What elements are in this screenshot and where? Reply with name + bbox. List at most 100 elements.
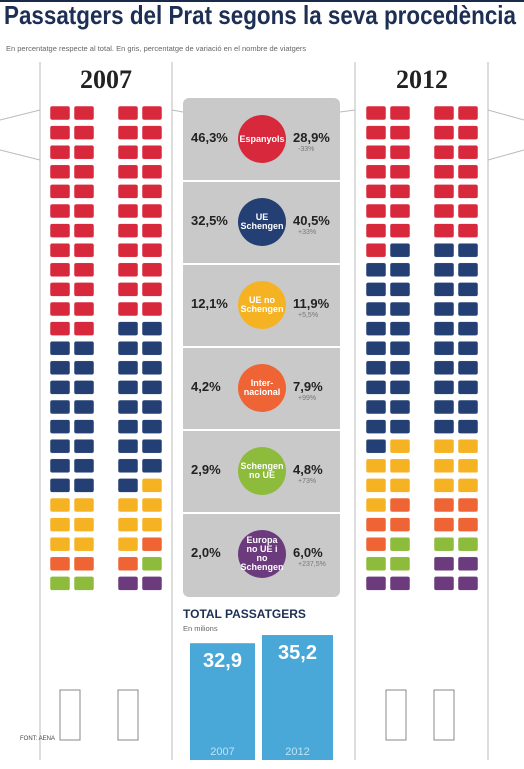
- seat: [365, 399, 387, 415]
- seat: [73, 340, 95, 356]
- seat: [457, 184, 479, 199]
- seat: [457, 282, 479, 297]
- totals-subtitle: En milions: [183, 624, 218, 633]
- seat: [365, 438, 387, 454]
- seat: [457, 576, 479, 591]
- seat: [141, 262, 163, 278]
- seat: [365, 340, 387, 356]
- seat: [433, 556, 455, 572]
- seat: [457, 536, 479, 552]
- seat: [49, 164, 71, 180]
- change-label: +33%: [298, 229, 317, 236]
- seat: [457, 360, 479, 376]
- seat: [73, 399, 95, 415]
- seat: [457, 223, 479, 238]
- seat: [433, 478, 455, 493]
- seat: [457, 105, 479, 121]
- seat: [389, 105, 411, 121]
- seat: [49, 262, 71, 278]
- seat: [389, 184, 411, 199]
- seat: [141, 556, 163, 572]
- total-value: 32,9: [203, 650, 242, 672]
- seat: [117, 105, 139, 121]
- total-year: 2012: [285, 746, 309, 758]
- seat: [389, 458, 411, 474]
- seat: [141, 360, 163, 376]
- seat: [73, 497, 95, 513]
- value-2012: 7,9%: [293, 379, 323, 394]
- seat: [433, 536, 455, 552]
- seat: [365, 458, 387, 474]
- seat: [141, 497, 163, 513]
- seat: [117, 203, 139, 219]
- seat: [73, 360, 95, 376]
- seat: [141, 419, 163, 434]
- seat: [141, 282, 163, 297]
- seat: [365, 105, 387, 121]
- seat: [433, 242, 455, 258]
- category-badge: UE Schengen: [238, 198, 286, 246]
- seat: [457, 321, 479, 336]
- seat: [389, 497, 411, 513]
- seat: [73, 301, 95, 317]
- seat: [49, 576, 71, 591]
- seat: [117, 556, 139, 572]
- seat: [365, 184, 387, 199]
- seat: [457, 556, 479, 572]
- total-year: 2007: [210, 746, 234, 758]
- seat: [49, 301, 71, 317]
- value-2012: 4,8%: [293, 462, 323, 477]
- seat: [49, 399, 71, 415]
- seat: [141, 144, 163, 160]
- seat: [141, 125, 163, 140]
- seat: [73, 203, 95, 219]
- seat: [117, 438, 139, 454]
- seat: [141, 517, 163, 532]
- seat: [365, 164, 387, 180]
- seat: [389, 360, 411, 376]
- value-2007: 12,1%: [191, 296, 228, 311]
- seat: [389, 321, 411, 336]
- seat: [457, 301, 479, 317]
- seat: [457, 380, 479, 395]
- seat: [49, 125, 71, 140]
- seat: [49, 144, 71, 160]
- seat: [117, 262, 139, 278]
- total-value: 35,2: [278, 642, 317, 664]
- seat: [117, 478, 139, 493]
- seat: [389, 478, 411, 493]
- seat: [49, 321, 71, 336]
- seat: [49, 360, 71, 376]
- total-bar: [262, 635, 333, 760]
- seat: [73, 125, 95, 140]
- seat: [73, 282, 95, 297]
- seat: [389, 419, 411, 434]
- value-2007: 2,0%: [191, 545, 221, 560]
- seat: [389, 301, 411, 317]
- seat: [49, 438, 71, 454]
- seat: [141, 399, 163, 415]
- seat: [389, 576, 411, 591]
- seat: [49, 497, 71, 513]
- seat: [457, 517, 479, 532]
- seat: [433, 164, 455, 180]
- seat: [365, 576, 387, 591]
- seat: [433, 360, 455, 376]
- seat: [117, 164, 139, 180]
- seat: [457, 203, 479, 219]
- seat: [433, 497, 455, 513]
- seat: [365, 144, 387, 160]
- seat: [117, 125, 139, 140]
- seat: [73, 576, 95, 591]
- seat: [365, 282, 387, 297]
- year-label: 2012: [396, 65, 448, 94]
- seat: [117, 301, 139, 317]
- seat: [73, 105, 95, 121]
- seat: [141, 164, 163, 180]
- seat: [73, 262, 95, 278]
- value-2012: 6,0%: [293, 545, 323, 560]
- seat: [389, 438, 411, 454]
- seat: [457, 458, 479, 474]
- seat: [457, 144, 479, 160]
